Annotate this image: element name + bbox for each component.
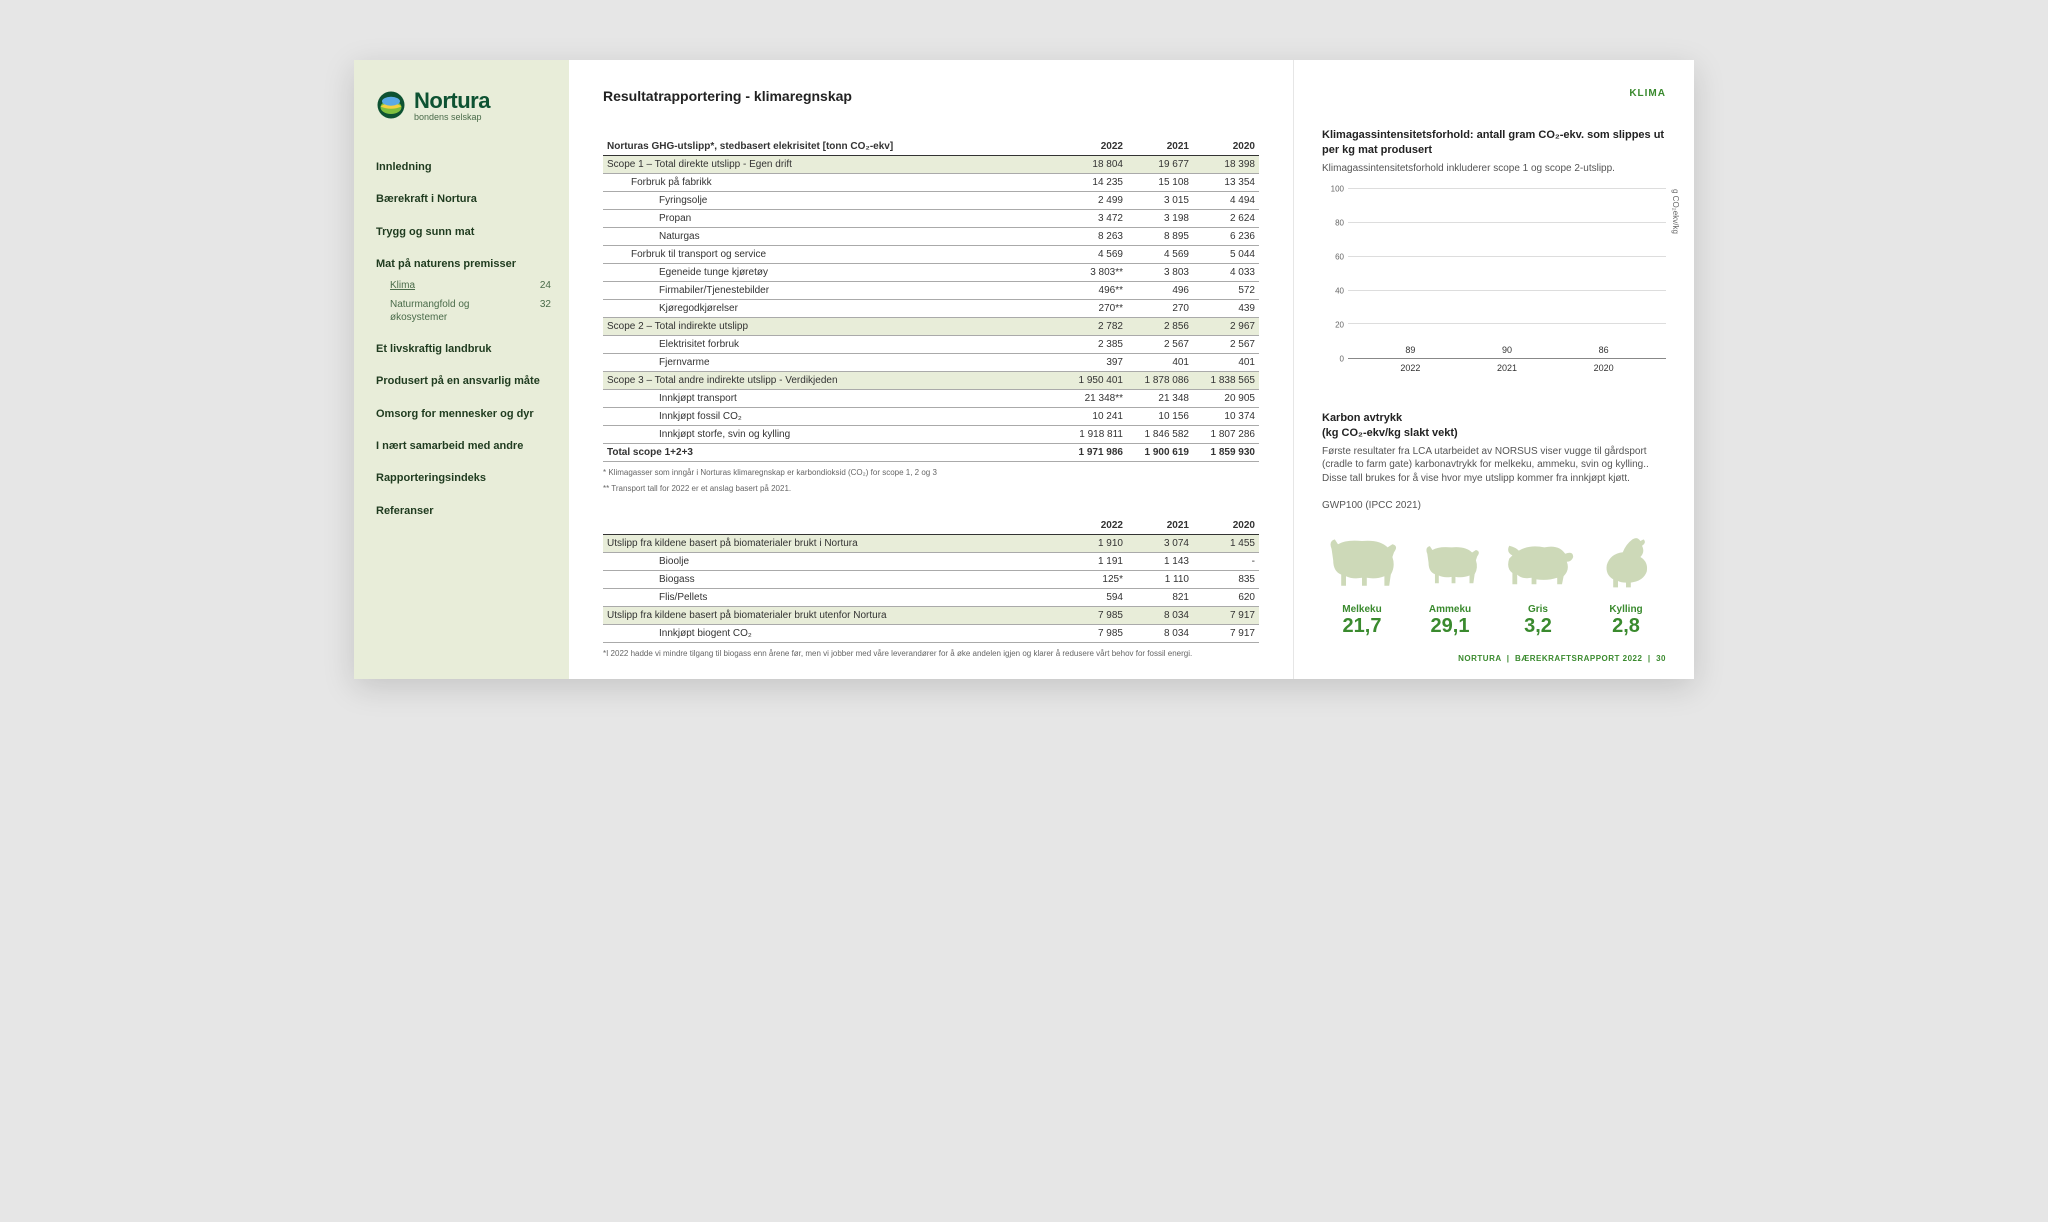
animal-cow: Melkeku21,7: [1322, 533, 1402, 638]
biomaterial-table: 202220212020Utslipp fra kildene basert p…: [603, 517, 1259, 643]
ghg-table: Norturas GHG-utslipp*, stedbasert elekri…: [603, 138, 1259, 462]
sidebar-nav: Innledning Bærekraft i Nortura Trygg og su…: [376, 160, 551, 518]
table-row: Innkjøpt fossil CO₂10 24110 15610 374: [603, 408, 1259, 426]
carbon-body: Første resultater fra LCA utarbeidet av …: [1322, 445, 1666, 486]
chart-bar: 89: [1387, 345, 1433, 358]
table-row: Scope 3 – Total andre indirekte utslipp …: [603, 372, 1259, 390]
carbon-title: Karbon avtrykk: [1322, 412, 1402, 424]
table-row: Naturgas8 2638 8956 236: [603, 228, 1259, 246]
table-row: Fyringsolje2 4993 0154 494: [603, 192, 1259, 210]
table-row: Fjernvarme397401401: [603, 354, 1259, 372]
table-row: Flis/Pellets594821620: [603, 588, 1259, 606]
animal-cow-small: Ammeku29,1: [1410, 533, 1490, 638]
table-row: Innkjøpt transport21 348**21 34820 905: [603, 390, 1259, 408]
main-content: Resultatrapportering - klimaregnskap Nor…: [569, 60, 1694, 679]
sidebar-item[interactable]: Innledning: [376, 160, 551, 174]
sidebar: Nortura bondens selskap Innledning Bærekr…: [354, 60, 569, 679]
footer-brand: NORTURA: [1458, 654, 1501, 663]
carbon-note: GWP100 (IPCC 2021): [1322, 499, 1666, 513]
bar-chart: 020406080100899086g CO₂ekv/kg20222021202…: [1322, 189, 1666, 373]
animal-pig: Gris3,2: [1498, 533, 1578, 638]
table-row: Utslipp fra kildene basert på biomateria…: [603, 534, 1259, 552]
table-row: Forbruk til transport og service4 5694 5…: [603, 246, 1259, 264]
table-row: Firmabiler/Tjenestebilder496**496572: [603, 282, 1259, 300]
table-row: Biogass125*1 110835: [603, 570, 1259, 588]
nortura-logo-icon: [376, 90, 406, 120]
page-footer: NORTURA | BÆREKRAFTSRAPPORT 2022 | 30: [1458, 654, 1666, 663]
sidebar-item[interactable]: Produsert på en ansvarlig måte: [376, 374, 551, 388]
intensity-chart-block: Klimagassintensitetsforhold: antall gram…: [1322, 128, 1666, 373]
sidebar-sub-item[interactable]: Naturmangfold og økosystemer32: [390, 298, 551, 324]
carbon-footprint-block: Karbon avtrykk (kg CO₂-ekv/kg slakt vekt…: [1322, 411, 1666, 638]
sidebar-item[interactable]: Omsorg for mennesker og dyr: [376, 407, 551, 421]
carbon-subtitle: (kg CO₂-ekv/kg slakt vekt): [1322, 427, 1458, 439]
table-row: Scope 2 – Total indirekte utslipp2 7822 …: [603, 318, 1259, 336]
sidebar-item[interactable]: Rapporteringsindeks: [376, 471, 551, 485]
content-column-left: Resultatrapportering - klimaregnskap Nor…: [569, 60, 1294, 679]
footer-page-num: 30: [1656, 654, 1666, 663]
page-title: Resultatrapportering - klimaregnskap: [603, 88, 1259, 104]
pig-icon: [1498, 533, 1578, 594]
table-row: Total scope 1+2+31 971 9861 900 6191 859…: [603, 444, 1259, 462]
sidebar-item[interactable]: Bærekraft i Nortura: [376, 192, 551, 206]
table-row: Bioolje1 1911 143-: [603, 552, 1259, 570]
chart-bar: 86: [1581, 345, 1627, 358]
table-row: Elektrisitet forbruk2 3852 5672 567: [603, 336, 1259, 354]
cow-icon: [1322, 533, 1402, 594]
brand-tagline: bondens selskap: [414, 112, 490, 122]
chart-subtitle: Klimagassintensitetsforhold inkluderer s…: [1322, 162, 1666, 176]
table-row: Scope 1 – Total direkte utslipp - Egen d…: [603, 156, 1259, 174]
sidebar-item[interactable]: Referanser: [376, 504, 551, 518]
table-row: Forbruk på fabrikk14 23515 10813 354: [603, 174, 1259, 192]
ghg-footnote-1: * Klimagasser som inngår i Norturas klim…: [603, 468, 1259, 478]
table-row: Propan3 4723 1982 624: [603, 210, 1259, 228]
footer-report: BÆREKRAFTSRAPPORT 2022: [1515, 654, 1642, 663]
brand-name: Nortura: [414, 88, 490, 114]
biomaterial-footnote: *I 2022 hadde vi mindre tilgang til biog…: [603, 649, 1259, 659]
ghg-footnote-2: ** Transport tall for 2022 er et anslag …: [603, 484, 1259, 494]
table-row: Innkjøpt biogent CO₂7 9858 0347 917: [603, 624, 1259, 642]
sidebar-item[interactable]: I nært samarbeid med andre: [376, 439, 551, 453]
sidebar-sub-item[interactable]: Klima24: [390, 279, 551, 292]
table-row: Kjøregodkjørelser270**270439: [603, 300, 1259, 318]
chart-bar: 90: [1484, 345, 1530, 358]
table-row: Utslipp fra kildene basert på biomateria…: [603, 606, 1259, 624]
sidebar-item[interactable]: Trygg og sunn mat: [376, 225, 551, 239]
table-row: Innkjøpt storfe, svin og kylling1 918 81…: [603, 426, 1259, 444]
chicken-icon: [1586, 533, 1666, 594]
report-page: Nortura bondens selskap Innledning Bærekr…: [354, 60, 1694, 679]
brand-logo: Nortura bondens selskap: [376, 88, 551, 122]
content-column-right: KLIMA Klimagassintensitetsforhold: antal…: [1294, 60, 1694, 679]
sidebar-item[interactable]: Et livskraftig landbruk: [376, 342, 551, 356]
animal-chicken: Kylling2,8: [1586, 533, 1666, 638]
section-tag: KLIMA: [1629, 88, 1666, 99]
sidebar-item[interactable]: Mat på naturens premisser: [376, 257, 551, 271]
cow-small-icon: [1410, 533, 1490, 594]
chart-title: Klimagassintensitetsforhold: antall gram…: [1322, 128, 1666, 158]
table-row: Egeneide tunge kjøretøy3 803**3 8034 033: [603, 264, 1259, 282]
animal-row: Melkeku21,7Ammeku29,1Gris3,2Kylling2,8: [1322, 533, 1666, 638]
